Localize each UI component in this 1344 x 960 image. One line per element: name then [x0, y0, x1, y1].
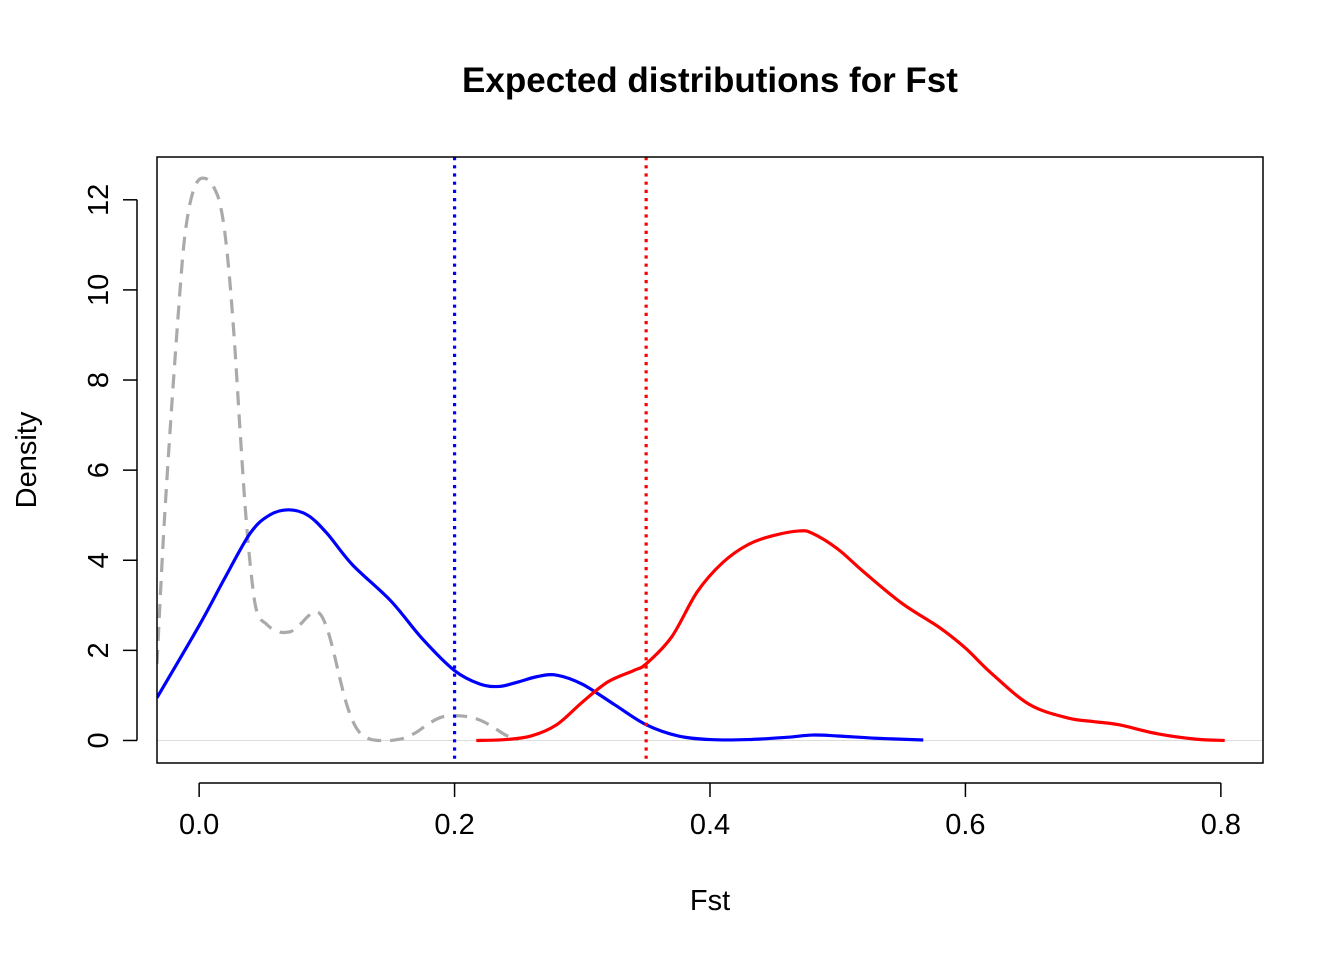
plot-frame	[156, 156, 1264, 764]
x-tick-label: 0.6	[945, 809, 985, 841]
y-tick-label: 6	[83, 462, 115, 478]
plot-area	[157, 157, 1263, 763]
y-axis-title: Density	[11, 411, 43, 508]
x-tick-label: 0.8	[1201, 809, 1241, 841]
y-tick-label: 0	[83, 732, 115, 748]
x-tick-label: 0.0	[179, 809, 219, 841]
chart-title: Expected distributions for Fst	[462, 61, 958, 100]
y-tick-label: 8	[83, 372, 115, 388]
y-tick-label: 12	[83, 184, 115, 216]
axes: 0.0 0.2 0.4 0.6 0.8 0 2 4 6 8 10 12	[83, 184, 1241, 841]
density-line-1	[157, 176, 519, 743]
y-tick-label: 10	[83, 274, 115, 306]
density-line-3	[476, 529, 1225, 743]
x-tick-label: 0.4	[690, 809, 730, 841]
x-axis-title: Fst	[690, 885, 730, 917]
x-tick-label: 0.2	[434, 809, 474, 841]
density-line-2	[157, 508, 924, 742]
y-tick-label: 2	[83, 642, 115, 658]
y-tick-label: 4	[83, 552, 115, 568]
